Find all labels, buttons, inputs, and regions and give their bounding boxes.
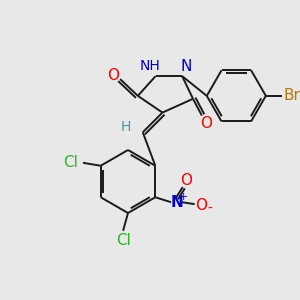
Text: N: N — [180, 59, 192, 74]
Text: H: H — [121, 120, 131, 134]
Text: Cl: Cl — [63, 155, 78, 170]
Text: O: O — [200, 116, 212, 131]
Text: Br: Br — [283, 88, 300, 103]
Text: +: + — [179, 192, 188, 202]
Text: -: - — [207, 202, 212, 216]
Text: NH: NH — [139, 59, 160, 73]
Text: Cl: Cl — [116, 233, 130, 248]
Text: N: N — [171, 195, 183, 210]
Text: O: O — [196, 198, 208, 213]
Text: O: O — [180, 173, 192, 188]
Text: O: O — [107, 68, 119, 83]
